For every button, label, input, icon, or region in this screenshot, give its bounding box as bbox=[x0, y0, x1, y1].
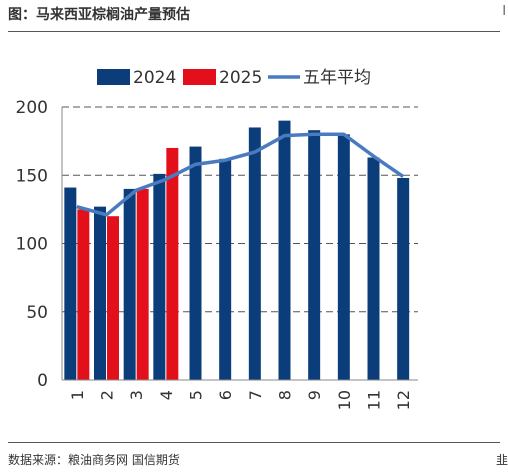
y-tick-label-0: 0 bbox=[37, 371, 48, 391]
x-tick-label-9: 9 bbox=[305, 390, 324, 400]
line-five-year-average bbox=[76, 132, 405, 217]
y-tick-label-100: 100 bbox=[16, 235, 48, 255]
edge-mark-bottom: 韭 bbox=[495, 453, 508, 467]
x-tick-label-4: 4 bbox=[157, 390, 176, 400]
x-tick-label-5: 5 bbox=[187, 390, 206, 400]
bar-2025-1 bbox=[77, 209, 90, 380]
y-tick-label-50: 50 bbox=[26, 303, 48, 323]
x-tick-label-10: 10 bbox=[335, 390, 354, 410]
bar-2024-11 bbox=[367, 157, 380, 380]
source-divider bbox=[8, 442, 500, 443]
legend-layer: 2024 2025 五年平均 bbox=[97, 68, 371, 88]
title-divider bbox=[8, 31, 500, 32]
bar-2024-12 bbox=[397, 177, 410, 380]
bar-2024-2 bbox=[94, 206, 106, 380]
bar-2024-3 bbox=[123, 188, 136, 380]
x-tick-label-7: 7 bbox=[246, 390, 265, 400]
bar-2024-1 bbox=[64, 187, 77, 380]
bars-layer bbox=[64, 120, 410, 381]
y-tick-label-150: 150 bbox=[16, 166, 48, 186]
legend-label-2025: 2025 bbox=[219, 68, 262, 88]
bar-2025-4 bbox=[166, 147, 179, 380]
x-tick-label-12: 12 bbox=[394, 390, 413, 410]
bar-2024-5 bbox=[189, 146, 202, 380]
x-tick-label-1: 1 bbox=[68, 390, 87, 400]
bar-2025-2 bbox=[107, 216, 119, 380]
grid-layer bbox=[62, 106, 418, 313]
legend-label-2024: 2024 bbox=[133, 68, 176, 88]
bar-2024-4 bbox=[153, 173, 166, 380]
bar-2024-8 bbox=[278, 120, 291, 381]
bar-2024-9 bbox=[308, 130, 321, 380]
legend-swatch-2024 bbox=[97, 69, 130, 85]
edge-mark-top: l bbox=[502, 4, 506, 19]
x-tick-label-3: 3 bbox=[127, 390, 146, 400]
bar-2024-7 bbox=[248, 127, 261, 380]
chart-title: 图：马来西亚棕榈油产量预估 bbox=[8, 7, 190, 23]
x-tick-label-11: 11 bbox=[365, 390, 384, 410]
legend-swatch-2025 bbox=[183, 69, 216, 85]
x-tick-label-6: 6 bbox=[216, 390, 235, 400]
bar-2025-3 bbox=[136, 188, 149, 380]
y-tick-label-200: 200 bbox=[16, 98, 48, 118]
line-layer bbox=[76, 132, 405, 217]
x-tick-label-2: 2 bbox=[98, 390, 117, 400]
data-source: 数据来源：粮油商务网 国信期货 bbox=[8, 453, 180, 467]
bar-2024-6 bbox=[219, 158, 232, 380]
legend-label-five-year-average: 五年平均 bbox=[303, 68, 371, 88]
x-tick-label-8: 8 bbox=[276, 390, 295, 400]
bar-2024-10 bbox=[337, 134, 350, 380]
